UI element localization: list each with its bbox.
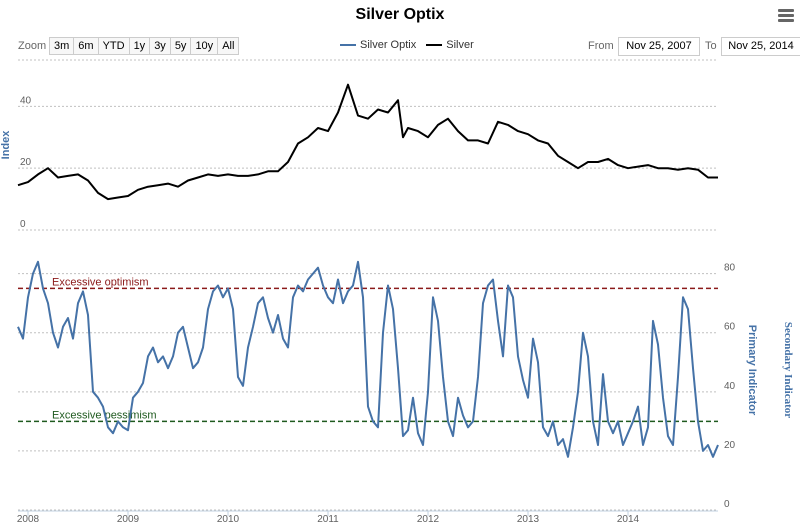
- silver-optix-series-line: [17, 260, 719, 458]
- legend: Silver Optix Silver: [340, 39, 484, 51]
- legend-line-silver: [426, 44, 443, 46]
- x-axis-tick-label: 2011: [317, 514, 339, 525]
- primary-indicator-axis-title: Primary Indicator: [746, 325, 758, 416]
- legend-item-silver-optix[interactable]: Silver Optix: [340, 39, 416, 51]
- excessive-optimism-label: Excessive optimism: [52, 276, 149, 288]
- x-axis-tick-label: 2012: [417, 514, 440, 525]
- legend-line-optix: [340, 44, 356, 46]
- upper-y-tick-label: 0: [20, 219, 26, 230]
- lower-y-tick-label: 0: [724, 499, 730, 510]
- range-from-input[interactable]: [618, 37, 700, 56]
- upper-y-axis-title: Index: [0, 130, 12, 160]
- legend-label-optix: Silver Optix: [360, 39, 417, 51]
- lower-y-tick-label: 20: [724, 440, 736, 451]
- lower-y-tick-label: 80: [724, 263, 736, 274]
- x-axis-tick-label: 2010: [217, 514, 240, 525]
- zoom-ytd-button[interactable]: YTD: [97, 37, 130, 55]
- x-axis-tick-label: 2013: [517, 514, 540, 525]
- x-axis-tick-label: 2014: [617, 514, 640, 525]
- zoom-all-button[interactable]: All: [217, 37, 240, 55]
- zoom-label: Zoom: [18, 40, 47, 52]
- zoom-button-group: 3m 6m YTD 1y 3y 5y 10y All: [49, 37, 240, 55]
- lower-y-tick-label: 40: [724, 381, 736, 392]
- lower-y-tick-label: 60: [724, 322, 736, 333]
- upper-y-tick-label: 40: [20, 95, 32, 106]
- silver-series-line: [17, 83, 718, 201]
- range-to-input[interactable]: [721, 37, 800, 56]
- range-to-label: To: [705, 40, 717, 52]
- upper-y-tick-label: 20: [20, 157, 32, 168]
- zoom-3m-button[interactable]: 3m: [49, 37, 75, 55]
- chart-title: Silver Optix: [355, 6, 445, 23]
- x-axis-tick-label: 2009: [117, 514, 140, 525]
- secondary-indicator-axis-title: Secondary Indicator: [782, 322, 794, 418]
- range-from-label: From: [588, 40, 614, 52]
- legend-label-silver: Silver: [446, 39, 474, 51]
- legend-item-silver[interactable]: Silver: [426, 39, 474, 51]
- menu-icon[interactable]: [778, 9, 794, 23]
- x-axis-tick-label: 2008: [17, 514, 40, 525]
